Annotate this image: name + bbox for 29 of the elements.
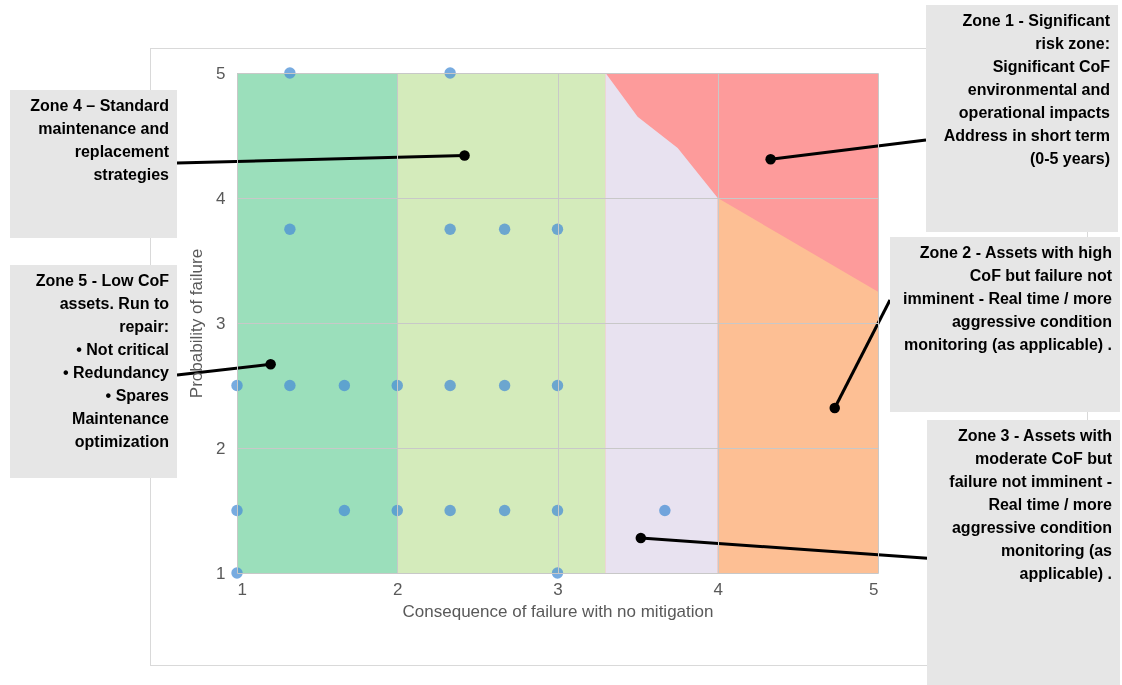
x-tick-label: 2 (393, 579, 403, 599)
annotation: Zone 2 - Assets with high CoF but failure not imminent - Real time / more aggressive condition monitoring (as applicable) . (890, 237, 1120, 412)
annotation: Zone 1 - Significant risk zone: Significant CoF environmental and operational impacts Address in short term (0-5 years) (926, 5, 1118, 232)
point (284, 223, 296, 235)
point (338, 504, 351, 517)
y-tick-label: 4 (216, 188, 226, 208)
y-axis-title: Probability of failure (187, 248, 207, 399)
y-tick-label: 1 (216, 563, 226, 583)
point (231, 504, 243, 517)
point (444, 379, 456, 392)
x-tick-label: 3 (553, 579, 563, 599)
annotation: Zone 5 - Low CoF assets. Run to repair: • Not critical • Redundancy • Spares Maintenance optimization (10, 265, 177, 478)
point (338, 379, 351, 392)
x-axis-title: Consequence of failure with no mitigation (402, 601, 714, 621)
point (659, 504, 671, 517)
point (498, 379, 511, 392)
point (444, 223, 456, 235)
point (284, 379, 296, 392)
x-tick-label: 5 (869, 579, 879, 599)
annotation: Zone 4 – Standard maintenance and replacement strategies (10, 90, 177, 238)
y-tick-label: 2 (216, 438, 226, 458)
x-tick-label: 4 (713, 579, 723, 599)
x-tick-label: 1 (237, 579, 247, 599)
annotation: Zone 3 - Assets with moderate CoF but failure not imminent - Real time / more aggressive condition monitoring (as applicable) . (927, 420, 1120, 685)
y-tick-label: 3 (216, 313, 226, 333)
y-tick-label: 5 (216, 63, 226, 83)
point (498, 504, 511, 517)
point (444, 504, 456, 517)
point (498, 223, 511, 235)
